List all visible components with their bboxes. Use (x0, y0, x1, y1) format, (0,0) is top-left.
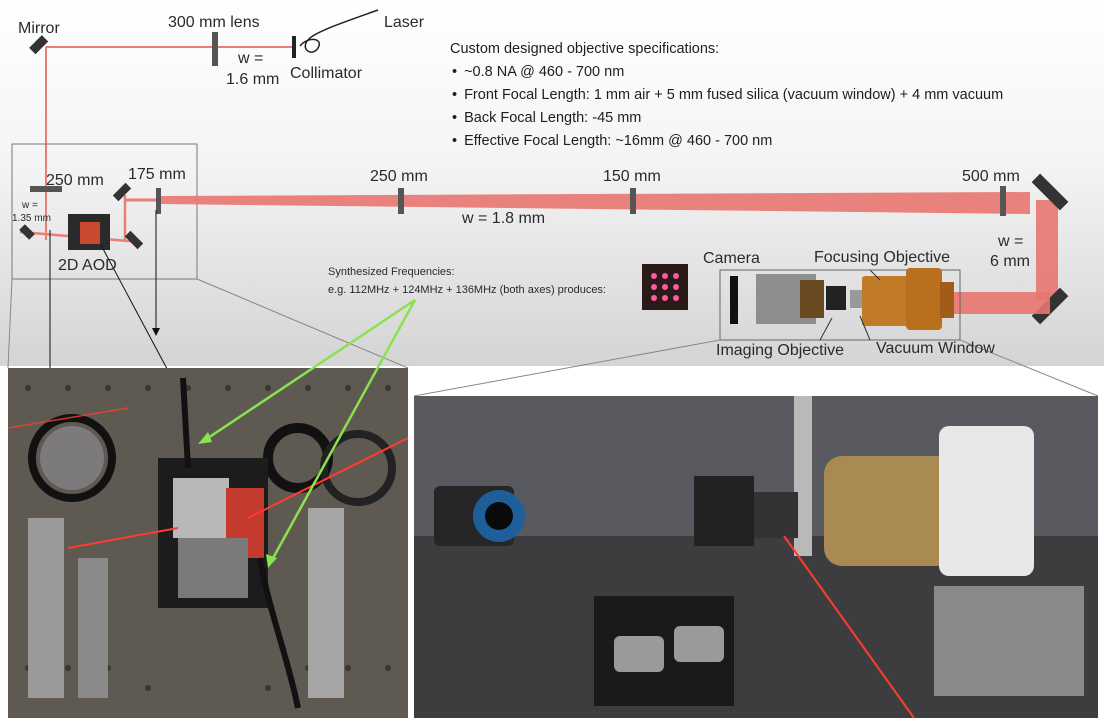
lens-250mm-a (30, 186, 62, 192)
objective-specs: Custom designed objective specifications… (450, 38, 1003, 153)
specs-title: Custom designed objective specifications… (450, 41, 720, 57)
label-imaging-objective: Imaging Objective (716, 342, 845, 359)
label-vacuum-window: Vacuum Window (876, 340, 995, 357)
laser-fiber (299, 9, 379, 53)
label-w-6-b: 6 mm (990, 253, 1030, 270)
label-laser: Laser (384, 14, 425, 31)
label-w-16-a: w = (238, 50, 264, 67)
label-w-18: w = 1.8 mm (462, 210, 546, 227)
label-250mm-b: 250 mm (370, 168, 428, 185)
label-collimator: Collimator (290, 65, 363, 82)
lens-250mm-b (398, 188, 404, 214)
label-camera: Camera (703, 250, 760, 267)
beam-to-objective (950, 292, 1050, 314)
beam-right-vertical (1036, 200, 1058, 300)
label-w-16-b: 1.6 mm (226, 71, 280, 88)
objective-setup-photo (414, 396, 1098, 718)
spec-item: ~0.8 NA @ 460 - 700 nm (464, 61, 1003, 84)
lens-300mm (212, 32, 218, 66)
synth-desc: e.g. 112MHz + 124MHz + 136MHz (both axes… (328, 284, 606, 296)
label-300mm-lens: 300 mm lens (168, 14, 260, 31)
camera-body (730, 276, 738, 324)
objective-inset-box (719, 269, 961, 341)
objective-photo-illustration (414, 396, 1098, 718)
mirror-right-top (1031, 173, 1069, 211)
beam-main (160, 192, 1030, 214)
label-w-135-a: w = (22, 200, 38, 211)
label-2d-aod: 2D AOD (58, 257, 117, 274)
label-250mm-a: 250 mm (46, 172, 104, 189)
lens-500mm (1000, 186, 1006, 216)
aod-setup-photo (8, 368, 408, 718)
lens-150mm (630, 188, 636, 214)
label-w-135-b: 1.35 mm (12, 213, 51, 224)
label-500mm: 500 mm (962, 168, 1020, 185)
spec-item: Back Focal Length: -45 mm (464, 107, 1003, 130)
label-focusing-objective: Focusing Objective (814, 249, 951, 266)
aod-inset-box (11, 143, 198, 280)
label-150mm: 150 mm (603, 168, 661, 185)
label-mirror: Mirror (18, 20, 60, 37)
spec-item: Front Focal Length: 1 mm air + 5 mm fuse… (464, 84, 1003, 107)
aod-photo-illustration (8, 368, 408, 718)
focusing-objective (862, 276, 908, 326)
specs-list: ~0.8 NA @ 460 - 700 nm Front Focal Lengt… (450, 61, 1003, 153)
spec-item: Effective Focal Length: ~16mm @ 460 - 70… (464, 130, 1003, 153)
collimator (292, 36, 296, 58)
label-w-6-a: w = (998, 233, 1024, 250)
label-175mm: 175 mm (128, 166, 186, 183)
mirror-top-left (29, 35, 49, 55)
synth-title: Synthesized Frequencies: (328, 266, 455, 278)
lens-175mm (156, 188, 161, 214)
